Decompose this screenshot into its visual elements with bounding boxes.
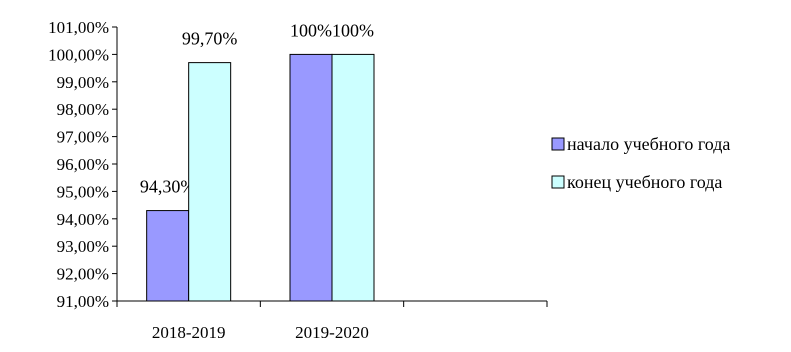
bar xyxy=(146,210,190,302)
x-category-label: 2018-2019 xyxy=(152,323,226,342)
data-label: 100% xyxy=(290,20,332,40)
y-tick-label: 95,00% xyxy=(57,182,109,201)
legend-swatch xyxy=(551,137,565,151)
x-category-label: 2019-2020 xyxy=(295,323,369,342)
bar xyxy=(289,53,333,302)
data-label: 99,70% xyxy=(182,29,238,49)
legend-label: конец учебного года xyxy=(567,172,722,192)
y-tick-label: 99,00% xyxy=(57,73,109,92)
y-tick-label: 97,00% xyxy=(57,128,109,147)
data-label: 100% xyxy=(332,20,374,40)
legend: начало учебного года конец учебного года xyxy=(551,134,730,192)
y-tick-label: 93,00% xyxy=(57,237,109,256)
bar xyxy=(331,53,375,302)
y-tick-label: 92,00% xyxy=(57,265,109,284)
legend-label: начало учебного года xyxy=(567,134,730,154)
y-tick-label: 94,00% xyxy=(57,210,109,229)
y-tick-label: 91,00% xyxy=(57,292,109,311)
y-tick-label: 98,00% xyxy=(57,100,109,119)
bar xyxy=(188,62,232,302)
y-tick-label: 96,00% xyxy=(57,155,109,174)
y-tick-label: 101,00% xyxy=(48,18,109,37)
plot-area: 91,00% 92,00% 93,00% 94,00% 95,00% 96,00% 97,0… xyxy=(48,18,548,342)
data-label: 94,30% xyxy=(140,177,196,197)
y-tick-label: 100,00% xyxy=(48,45,109,64)
legend-swatch xyxy=(551,175,565,189)
